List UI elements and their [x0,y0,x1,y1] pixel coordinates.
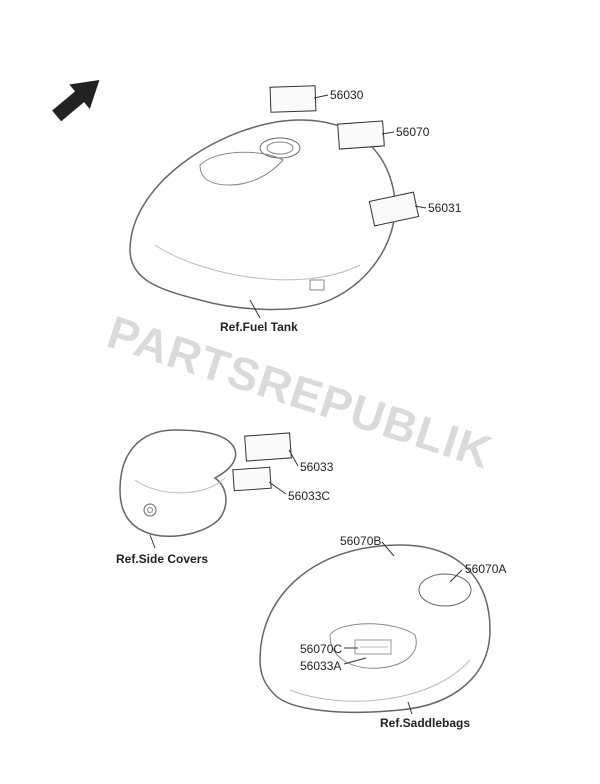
callout-56033A: 56033A [300,659,341,673]
callout-56070C: 56070C [300,642,342,656]
ref-saddlebags: Ref.Saddlebags [380,716,470,730]
diagram-canvas: 56030 56070 56031 Ref.Fuel Tank 56033 56… [0,0,600,784]
callout-56070B: 56070B [340,534,381,548]
callout-56070A: 56070A [465,562,506,576]
